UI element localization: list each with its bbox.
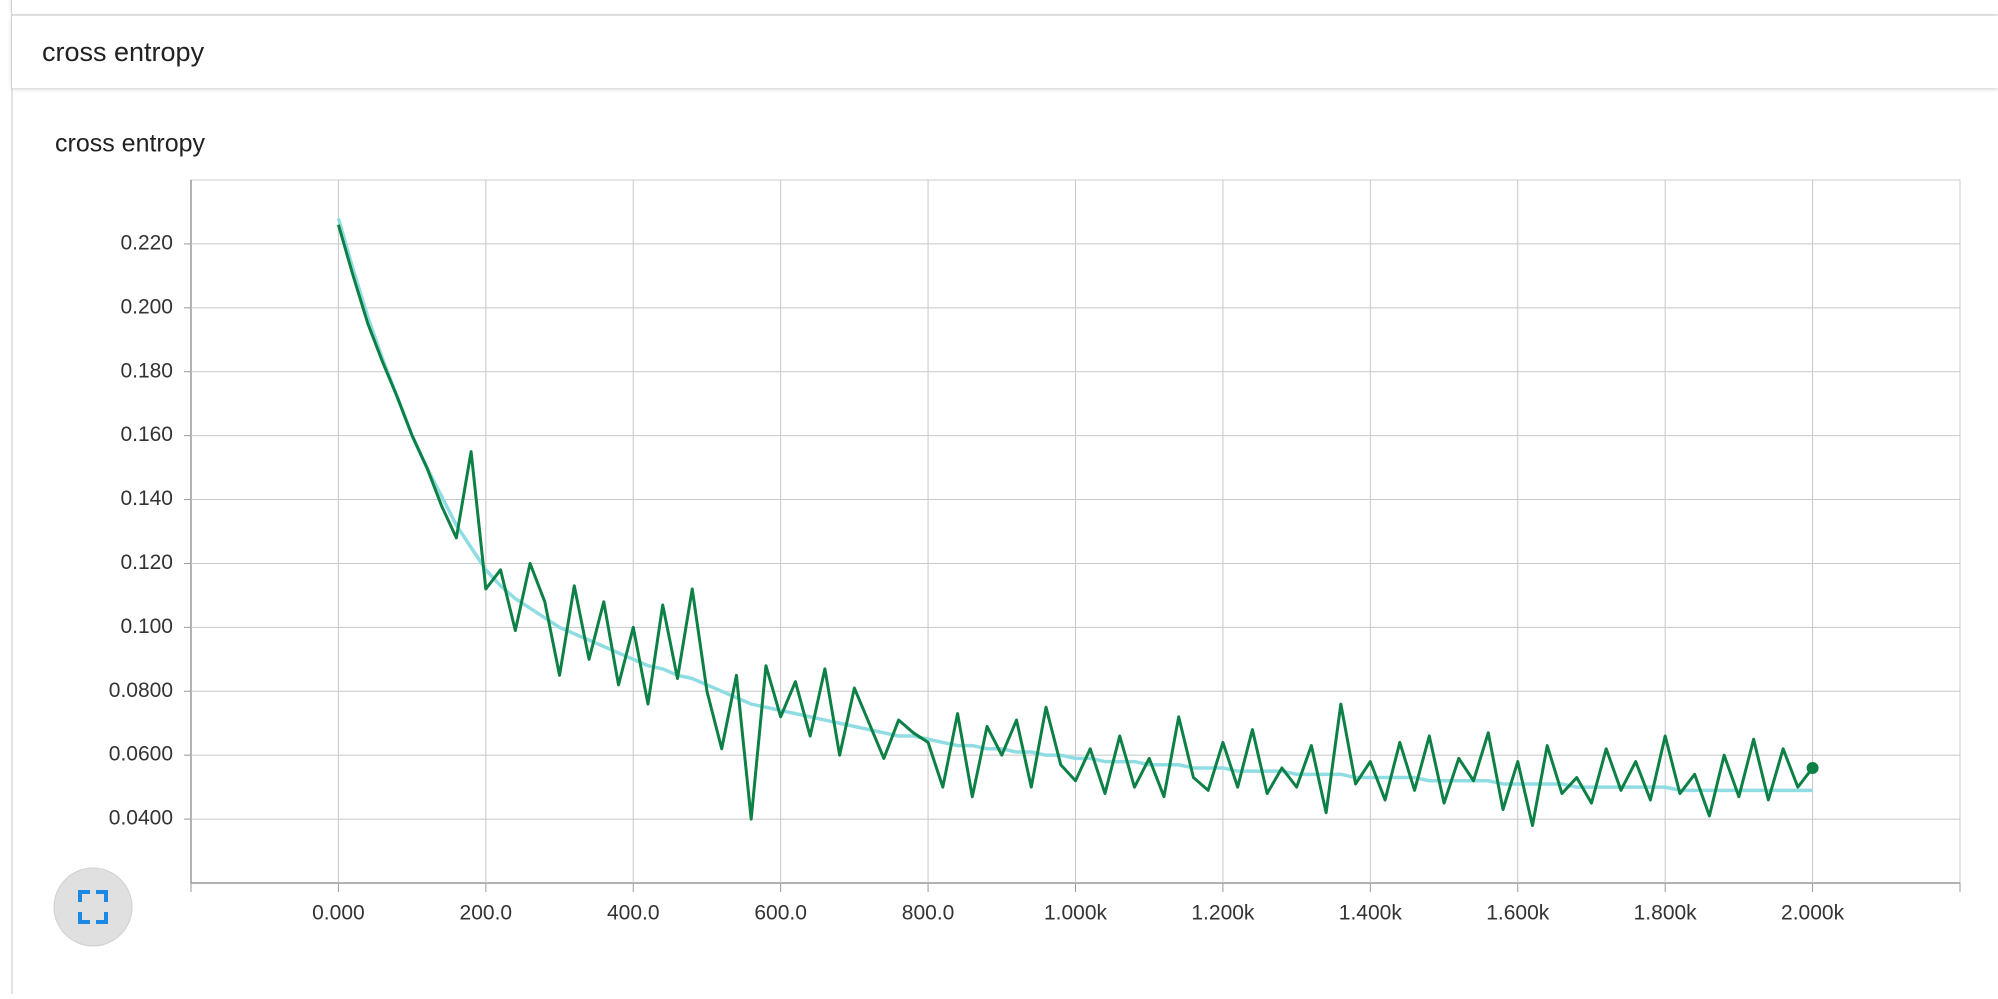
y-tick-label: 0.120 (120, 551, 173, 574)
plot: 0.0400 0.0600 0.0800 0.100 0.120 0.140 0.160 0.… (109, 179, 1961, 925)
y-tick-label: 0.180 (120, 359, 173, 382)
x-tick-label: 1.600k (1486, 902, 1550, 925)
top-card (12, 0, 1998, 14)
y-tick-label: 0.200 (120, 295, 173, 318)
header-title: cross entropy (42, 37, 205, 67)
y-tick-label: 0.160 (120, 423, 173, 446)
button-circle[interactable] (53, 867, 133, 947)
x-tick-label: 400.0 (607, 902, 660, 925)
y-tick-label: 0.0600 (109, 743, 173, 766)
x-tick-label: 1.800k (1634, 902, 1698, 925)
y-tick-label: 0.100 (120, 615, 173, 638)
x-tick-label: 200.0 (460, 902, 513, 925)
header-card[interactable] (12, 16, 1998, 88)
x-tick-label: 800.0 (902, 902, 955, 925)
x-tick-label: 600.0 (754, 902, 807, 925)
y-tick-label: 0.220 (120, 231, 173, 254)
x-tick-label: 1.400k (1339, 902, 1403, 925)
x-tick-label: 1.000k (1044, 902, 1108, 925)
y-tick-label: 0.140 (120, 487, 173, 510)
fullscreen-icon (78, 890, 108, 924)
y-tick-label: 0.0800 (109, 679, 173, 702)
last-point (1806, 761, 1819, 774)
x-tick-label: 1.200k (1191, 902, 1255, 925)
fullscreen-button[interactable] (53, 867, 133, 947)
x-tick-label: 2.000k (1781, 902, 1845, 925)
y-tick-label: 0.0400 (109, 807, 173, 830)
chart-title: cross entropy (55, 130, 206, 158)
data-line (336, 224, 1814, 827)
x-tick-label: 0.000 (312, 902, 365, 925)
